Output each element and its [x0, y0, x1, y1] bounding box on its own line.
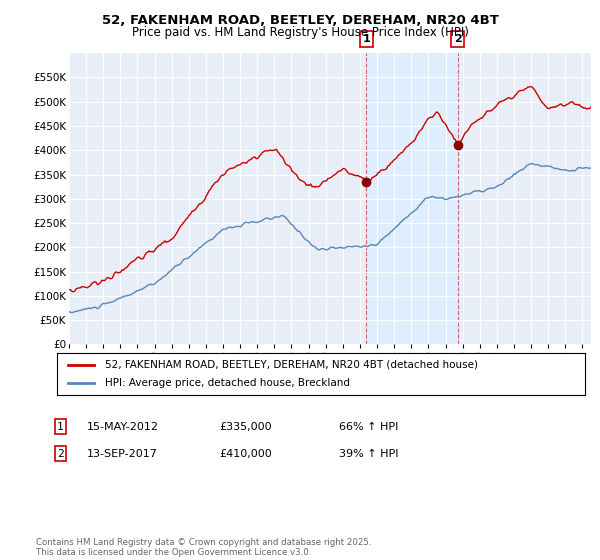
Text: 52, FAKENHAM ROAD, BEETLEY, DEREHAM, NR20 4BT (detached house): 52, FAKENHAM ROAD, BEETLEY, DEREHAM, NR2… [104, 360, 478, 370]
Text: Price paid vs. HM Land Registry's House Price Index (HPI): Price paid vs. HM Land Registry's House … [131, 26, 469, 39]
Text: £335,000: £335,000 [219, 422, 272, 432]
Text: HPI: Average price, detached house, Breckland: HPI: Average price, detached house, Brec… [104, 378, 350, 388]
Text: £410,000: £410,000 [219, 449, 272, 459]
Bar [366, 53, 458, 344]
Text: 2: 2 [454, 34, 461, 44]
Text: 13-SEP-2017: 13-SEP-2017 [87, 449, 158, 459]
Text: 1: 1 [362, 34, 370, 44]
Text: Contains HM Land Registry data © Crown copyright and database right 2025.
This d: Contains HM Land Registry data © Crown c… [36, 538, 371, 557]
Text: 52, FAKENHAM ROAD, BEETLEY, DEREHAM, NR20 4BT: 52, FAKENHAM ROAD, BEETLEY, DEREHAM, NR2… [101, 14, 499, 27]
Text: 39% ↑ HPI: 39% ↑ HPI [339, 449, 398, 459]
Text: 1: 1 [57, 422, 64, 432]
Text: 2: 2 [57, 449, 64, 459]
Text: 66% ↑ HPI: 66% ↑ HPI [339, 422, 398, 432]
Text: 15-MAY-2012: 15-MAY-2012 [87, 422, 159, 432]
